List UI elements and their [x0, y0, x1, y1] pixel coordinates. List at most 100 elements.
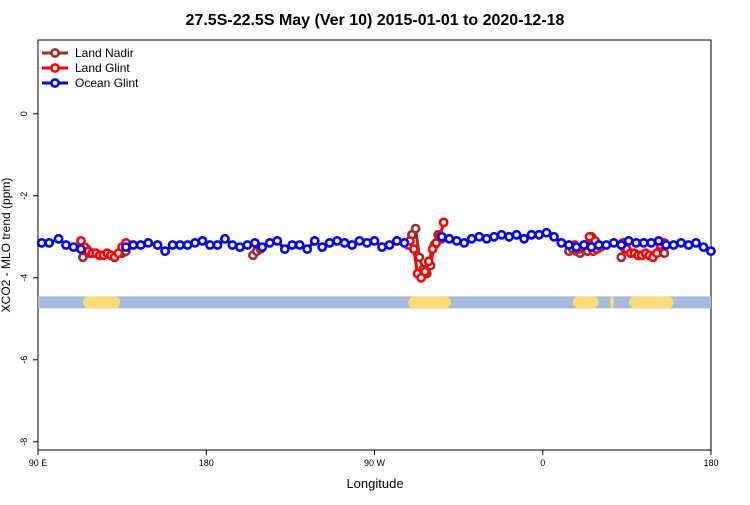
data-point	[234, 242, 245, 252]
data-point	[631, 237, 642, 248]
data-point	[175, 240, 185, 250]
x-axis: 90 E 180 90 W 0 180	[29, 450, 719, 468]
data-point	[459, 237, 470, 248]
data-point	[44, 237, 55, 248]
data-point	[369, 235, 380, 246]
data-point	[135, 240, 146, 250]
data-point	[347, 240, 357, 250]
data-point	[549, 231, 559, 242]
land-region	[82, 296, 121, 309]
data-point	[354, 235, 365, 246]
data-point	[444, 233, 455, 244]
data-point	[526, 229, 537, 240]
data-point	[608, 237, 619, 248]
data-point	[571, 242, 582, 252]
data-point	[541, 227, 552, 238]
land-region	[572, 296, 599, 309]
data-point	[128, 240, 139, 250]
y-tick-label: -6	[19, 356, 29, 364]
data-point	[420, 266, 430, 277]
data-point	[160, 246, 170, 257]
y-axis: 0 -2 -4 -6 -8	[19, 111, 38, 446]
chart-title: 27.5S-22.5S May (Ver 10) 2015-01-01 to 2…	[186, 12, 565, 29]
data-point	[197, 235, 208, 246]
data-point	[399, 237, 410, 248]
data-point	[623, 235, 634, 246]
data-point	[317, 242, 328, 252]
data-point	[78, 252, 88, 263]
data-point	[219, 233, 230, 244]
data-point	[504, 231, 514, 242]
legend-swatch-marker	[50, 63, 60, 73]
data-point	[61, 240, 71, 250]
data-point	[564, 240, 574, 250]
data-point	[53, 233, 64, 244]
legend-item: Ocean Glint	[42, 76, 139, 90]
data-point	[593, 240, 604, 250]
data-point	[511, 229, 522, 240]
data-point	[638, 237, 649, 248]
data-point	[205, 240, 215, 250]
data-point	[646, 237, 657, 248]
data-point	[212, 240, 223, 250]
data-point	[661, 240, 671, 250]
data-point	[167, 240, 178, 250]
data-point	[616, 252, 627, 263]
x-axis-label: Longitude	[346, 476, 403, 491]
data-point	[436, 231, 447, 242]
data-point	[616, 240, 627, 250]
land-ocean-strip	[38, 296, 711, 309]
data-point	[579, 240, 589, 250]
data-point	[302, 244, 313, 254]
data-point	[706, 246, 716, 257]
x-tick-label: 180	[703, 458, 718, 468]
data-point	[190, 237, 200, 248]
data-point	[287, 240, 298, 250]
data-point	[584, 231, 595, 242]
data-point	[257, 242, 268, 252]
data-point	[489, 231, 499, 242]
data-point	[438, 217, 449, 228]
legend-swatch-marker	[50, 48, 60, 58]
ocean-strip	[38, 296, 711, 309]
legend-label: Ocean Glint	[75, 76, 139, 90]
data-point	[519, 233, 529, 244]
data-point	[391, 235, 402, 246]
data-point	[556, 237, 567, 248]
data-point	[76, 244, 86, 254]
data-point	[294, 240, 305, 250]
data-point	[676, 237, 686, 248]
legend-item: Land Nadir	[42, 46, 134, 60]
data-point	[481, 233, 492, 244]
legend-label: Land Nadir	[75, 46, 134, 60]
legend-swatch-marker	[50, 78, 60, 88]
data-point	[496, 229, 507, 240]
y-tick-label: -2	[19, 192, 29, 200]
data-point	[474, 231, 485, 242]
series-ocean-glint	[36, 227, 716, 257]
data-point	[668, 240, 679, 250]
land-region	[610, 296, 614, 309]
data-point	[143, 237, 154, 248]
legend-item: Land Glint	[42, 61, 130, 75]
data-point	[272, 235, 283, 246]
data-point	[339, 237, 350, 248]
land-region	[628, 296, 674, 309]
data-point	[36, 237, 47, 248]
data-point	[324, 237, 335, 248]
x-tick-label: 180	[199, 458, 214, 468]
data-point	[68, 242, 79, 252]
x-tick-label: 0	[540, 458, 545, 468]
data-point	[249, 237, 260, 248]
data-point	[227, 240, 238, 250]
data-point	[698, 242, 709, 252]
y-tick-label: -4	[19, 274, 29, 282]
land-region	[408, 296, 452, 309]
data-point	[653, 235, 664, 246]
legend-label: Land Glint	[75, 61, 130, 75]
y-tick-label: -8	[19, 438, 29, 446]
y-axis-label: XCO2 - MLO trend (ppm)	[0, 178, 13, 313]
